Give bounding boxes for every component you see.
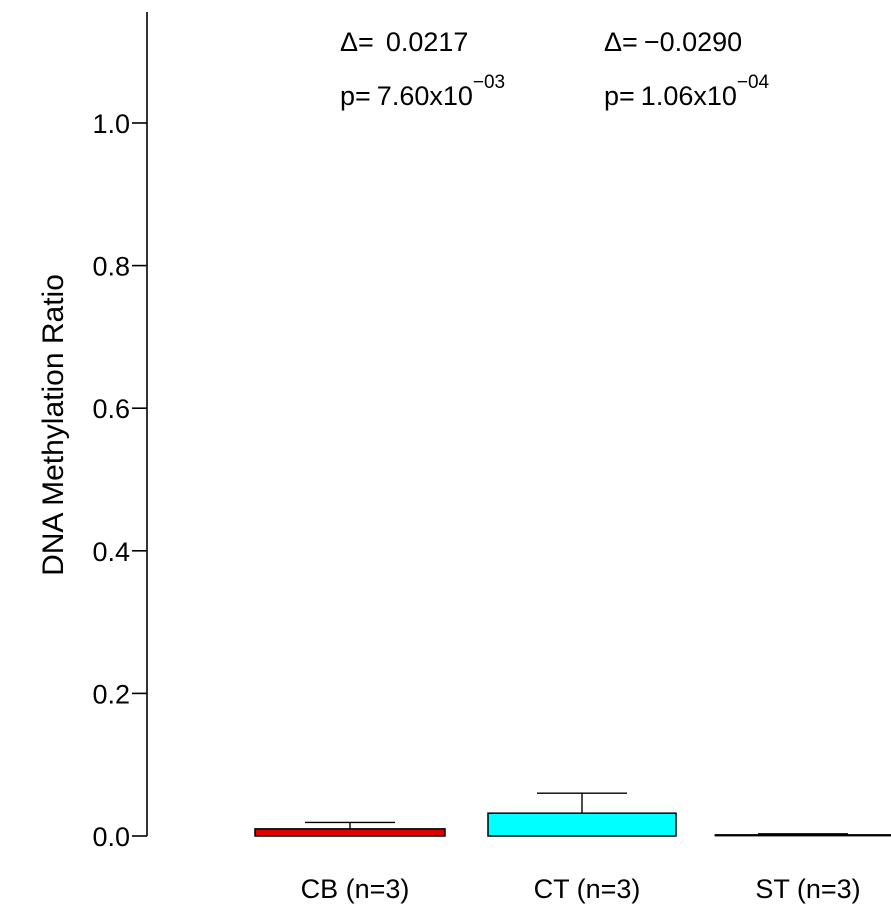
y-axis-label: DNA Methylation Ratio	[37, 274, 70, 576]
x-tick-label: ST (n=3)	[755, 874, 860, 904]
annotation-2: Δ= −0.0290 p= 1.06x10−04	[604, 27, 770, 111]
y-ticks: 0.0 0.2 0.4 0.6 0.8 1.0	[92, 109, 147, 852]
bar	[714, 834, 891, 837]
annotation-1-delta-value: 0.0217	[386, 27, 469, 57]
annotation-1-p-label: p=	[340, 81, 371, 111]
annotation-1: Δ= 0.0217 p= 7.60x10−03	[340, 27, 505, 111]
annotation-2-delta-label: Δ=	[604, 27, 638, 57]
y-tick-label: 0.4	[92, 537, 130, 567]
y-tick-label: 1.0	[92, 109, 130, 139]
bar	[487, 812, 677, 837]
annotation-2-delta-value: −0.0290	[644, 27, 742, 57]
y-tick-label: 0.6	[92, 394, 130, 424]
x-tick-label: CT (n=3)	[534, 874, 641, 904]
y-tick-label: 0.2	[92, 679, 130, 709]
svg-text:Δ=−0.0290: Δ= −0.0290	[604, 27, 742, 57]
annotation-2-p-label: p=	[604, 81, 635, 111]
x-tick-label: CB (n=3)	[301, 874, 410, 904]
annotation-2-p-exponent: −04	[737, 72, 770, 93]
svg-text:p=7.60x10−03: p= 7.60x10−03	[340, 72, 505, 111]
annotation-1-delta-label: Δ=	[340, 27, 374, 57]
bars	[254, 792, 891, 837]
svg-text:Δ=0.0217: Δ= 0.0217	[340, 27, 468, 57]
annotation-1-p-mantissa: 7.60x10	[377, 81, 473, 111]
svg-text:p=1.06x10−04: p= 1.06x10−04	[604, 72, 770, 111]
annotation-1-p-exponent: −03	[473, 72, 505, 93]
annotation-2-p-mantissa: 1.06x10	[641, 81, 737, 111]
x-labels: CB (n=3) CT (n=3) ST (n=3)	[301, 874, 861, 904]
y-tick-label: 0.0	[92, 822, 130, 852]
bar	[254, 828, 446, 837]
y-tick-label: 0.8	[92, 252, 130, 282]
